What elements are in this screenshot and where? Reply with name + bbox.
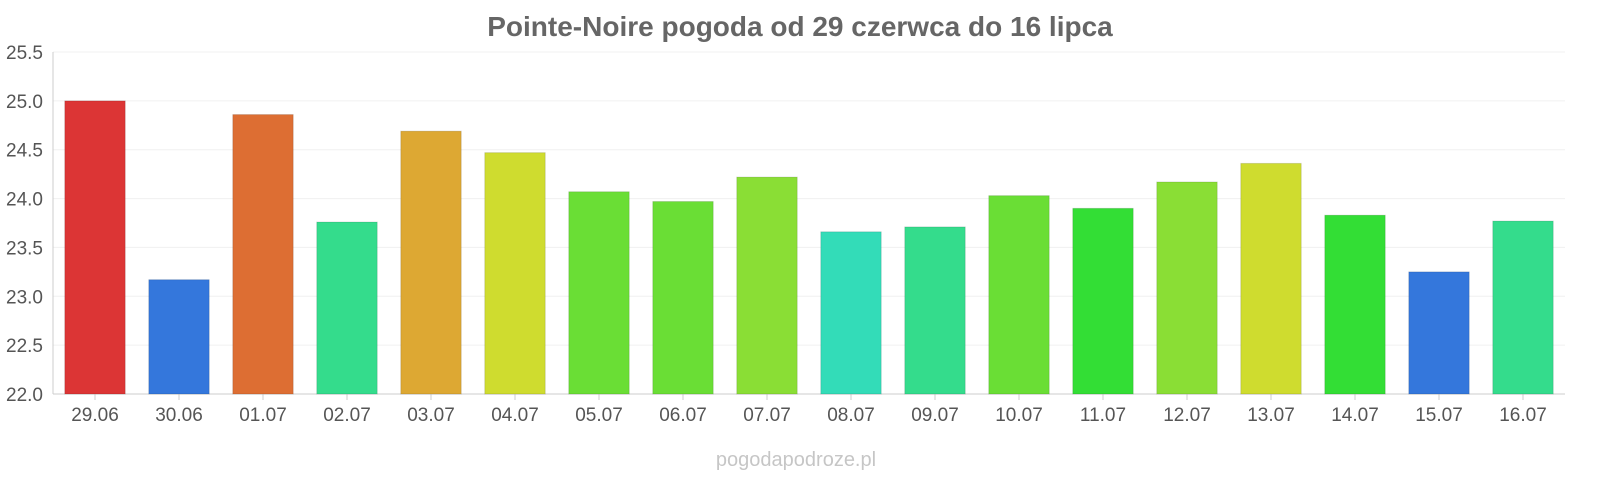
x-tick-label: 05.07 [575,405,623,426]
bar-02.07 [316,221,378,395]
chart-title: Pointe-Noire pogoda od 29 czerwca do 16 … [487,11,1113,42]
grid-lines [53,51,1565,346]
y-tick-label: 23.5 [6,238,43,259]
y-tick-label: 24.5 [6,141,43,162]
bar-16.07 [1492,220,1554,395]
x-tick-label: 01.07 [239,405,287,426]
bar-11.07 [1072,207,1134,395]
bar-08.07 [820,231,882,395]
bar-30.06 [148,279,210,395]
bar-29.06 [64,100,126,395]
x-tick-label: 06.07 [659,405,707,426]
y-tick-label: 25.5 [6,43,43,64]
bar-12.07 [1156,181,1218,395]
y-tick-labels: 22.0 22.5 23.0 23.5 24.0 24.5 25.0 25.5 [6,43,43,406]
bar-07.07 [736,176,798,395]
x-tick-label: 07.07 [743,405,791,426]
bar-15.07 [1408,271,1470,395]
y-tick-label: 25.0 [6,92,43,113]
x-tick-label: 12.07 [1163,405,1211,426]
x-tick-label: 08.07 [827,405,875,426]
x-tick-label: 10.07 [995,405,1043,426]
x-tick-label: 13.07 [1247,405,1295,426]
bars [64,100,1554,395]
bar-09.07 [904,226,966,395]
x-tick-label: 30.06 [155,405,203,426]
y-tick-label: 22.0 [6,385,43,406]
x-tick-label: 14.07 [1331,405,1379,426]
x-tick-label: 11.07 [1080,405,1126,426]
x-tick-label: 03.07 [407,405,455,426]
x-tick-label: 15.07 [1415,405,1463,426]
y-tick-label: 23.0 [6,287,43,308]
axes [52,52,1565,400]
bar-13.07 [1240,162,1302,395]
x-tick-label: 09.07 [911,405,959,426]
x-tick-labels: 29.06 30.06 01.07 02.07 03.07 04.07 05.07 06.07… [71,405,1547,426]
y-tick-label: 24.0 [6,190,43,211]
x-tick-label: 04.07 [491,405,539,426]
bar-01.07 [232,114,294,395]
watermark: pogodapodroze.pl [716,449,876,471]
x-tick-label: 16.07 [1499,405,1547,426]
x-tick-label: 29.06 [71,405,119,426]
x-tick-label: 02.07 [323,405,371,426]
bar-05.07 [568,191,630,395]
bar-06.07 [652,201,714,395]
bar-03.07 [400,130,462,395]
bar-14.07 [1324,214,1386,395]
bar-04.07 [484,152,546,395]
bar-10.07 [988,195,1050,395]
y-tick-label: 22.5 [6,336,43,357]
